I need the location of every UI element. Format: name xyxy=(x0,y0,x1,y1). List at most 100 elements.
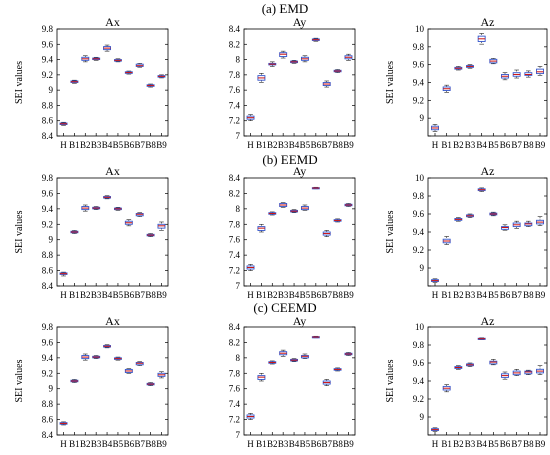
y-tick-label: 9.4 xyxy=(42,204,54,214)
x-tick-label: H xyxy=(432,290,439,300)
x-tick-label: B9 xyxy=(343,140,354,150)
x-tick-label: B5 xyxy=(300,439,311,449)
y-tick-label: 7.8 xyxy=(229,70,241,80)
x-tick-label: B9 xyxy=(343,439,354,449)
y-tick-label: 7.4 xyxy=(229,250,241,260)
x-tick-label: B3 xyxy=(91,140,102,150)
y-tick-label: 8.6 xyxy=(42,266,54,276)
x-tick-label: H xyxy=(432,140,439,150)
x-tick-label: B7 xyxy=(134,439,145,449)
x-tick-label: H xyxy=(247,290,254,300)
y-tick-label: 9.8 xyxy=(413,340,425,350)
y-tick-label: 8.4 xyxy=(42,281,54,291)
x-tick-label: B7 xyxy=(511,439,522,449)
y-tick-label: 9 xyxy=(49,235,54,245)
x-tick-label: B2 xyxy=(80,439,91,449)
x-tick-label: B5 xyxy=(113,290,124,300)
y-tick-label: 9.6 xyxy=(413,358,425,368)
y-tick-label: 9.4 xyxy=(42,55,54,65)
x-tick-label: B5 xyxy=(488,290,499,300)
y-tick-label: 7.2 xyxy=(229,116,240,126)
x-tick-label: B6 xyxy=(500,439,511,449)
x-tick-label: H xyxy=(247,439,254,449)
x-tick-label: B7 xyxy=(321,290,332,300)
y-tick-label: 8 xyxy=(236,55,241,65)
x-tick-label: B3 xyxy=(465,140,476,150)
panel-title: Az xyxy=(481,314,495,328)
x-tick-label: B5 xyxy=(488,439,499,449)
x-tick-label: B1 xyxy=(69,439,80,449)
plot-frame xyxy=(427,28,548,137)
y-tick-label: 7.6 xyxy=(229,235,241,245)
x-tick-label: B5 xyxy=(300,290,311,300)
x-tick-label: B8 xyxy=(332,140,343,150)
x-tick-label: B7 xyxy=(134,290,145,300)
x-tick-label: B1 xyxy=(256,140,267,150)
row-title-eemd: (b) EEMD xyxy=(262,152,317,167)
x-tick-label: B6 xyxy=(500,140,511,150)
x-tick-label: B6 xyxy=(124,290,135,300)
x-tick-label: B4 xyxy=(289,290,300,300)
y-tick-label: 7 xyxy=(236,281,241,291)
panel-title: Az xyxy=(481,164,495,178)
x-tick-label: B7 xyxy=(511,140,522,150)
x-tick-label: B3 xyxy=(91,290,102,300)
x-tick-label: B7 xyxy=(321,439,332,449)
y-tick-label: 9.8 xyxy=(42,173,54,183)
x-tick-label: B4 xyxy=(102,140,113,150)
y-tick-label: 9.2 xyxy=(413,245,424,255)
x-tick-label: B6 xyxy=(124,439,135,449)
y-axis-label: SEI values xyxy=(14,210,25,253)
y-tick-label: 9 xyxy=(420,412,425,422)
x-tick-label: B4 xyxy=(102,290,113,300)
x-tick-label: B3 xyxy=(278,140,289,150)
x-tick-label: B4 xyxy=(476,140,487,150)
panel-title: Ax xyxy=(105,164,120,178)
x-tick-label: B3 xyxy=(278,439,289,449)
plot-frame xyxy=(427,326,548,436)
y-tick-label: 7 xyxy=(236,131,241,141)
y-tick-label: 9.4 xyxy=(413,78,425,88)
plot-frame xyxy=(56,326,169,436)
y-tick-label: 9.2 xyxy=(42,368,53,378)
y-tick-label: 8.6 xyxy=(42,415,54,425)
panel-title: Ay xyxy=(293,15,307,29)
x-tick-label: B8 xyxy=(523,290,534,300)
panel-title: Az xyxy=(481,15,495,29)
x-tick-label: B1 xyxy=(441,439,452,449)
x-tick-label: B6 xyxy=(500,290,511,300)
y-tick-label: 8.2 xyxy=(229,188,240,198)
y-tick-label: 7.4 xyxy=(229,100,241,110)
y-tick-label: 8.6 xyxy=(42,116,54,126)
y-tick-label: 7.2 xyxy=(229,266,240,276)
y-tick-label: 8.4 xyxy=(42,131,54,141)
panel-title: Ay xyxy=(293,164,307,178)
y-tick-label: 8.8 xyxy=(42,250,54,260)
x-tick-label: B3 xyxy=(465,439,476,449)
x-tick-label: B6 xyxy=(311,290,322,300)
x-tick-label: B2 xyxy=(267,140,278,150)
y-tick-label: 9 xyxy=(420,263,425,273)
x-tick-label: B9 xyxy=(535,140,546,150)
y-tick-label: 10 xyxy=(415,322,425,332)
x-tick-label: B6 xyxy=(311,140,322,150)
x-tick-label: B1 xyxy=(69,140,80,150)
x-tick-label: B5 xyxy=(300,140,311,150)
y-tick-label: 8.4 xyxy=(229,173,241,183)
y-tick-label: 9.6 xyxy=(413,60,425,70)
y-tick-label: 8.2 xyxy=(229,39,240,49)
x-tick-label: B2 xyxy=(267,290,278,300)
x-tick-label: H xyxy=(247,140,254,150)
x-tick-label: H xyxy=(60,140,67,150)
y-tick-label: 8.8 xyxy=(42,100,54,110)
y-axis-label: SEI values xyxy=(14,359,25,402)
plot-frame xyxy=(56,177,169,287)
x-tick-label: B2 xyxy=(267,439,278,449)
x-tick-label: B8 xyxy=(332,439,343,449)
row-title-ceemd: (c) CEEMD xyxy=(253,300,316,315)
y-tick-label: 9.4 xyxy=(413,227,425,237)
x-tick-label: B8 xyxy=(145,140,156,150)
